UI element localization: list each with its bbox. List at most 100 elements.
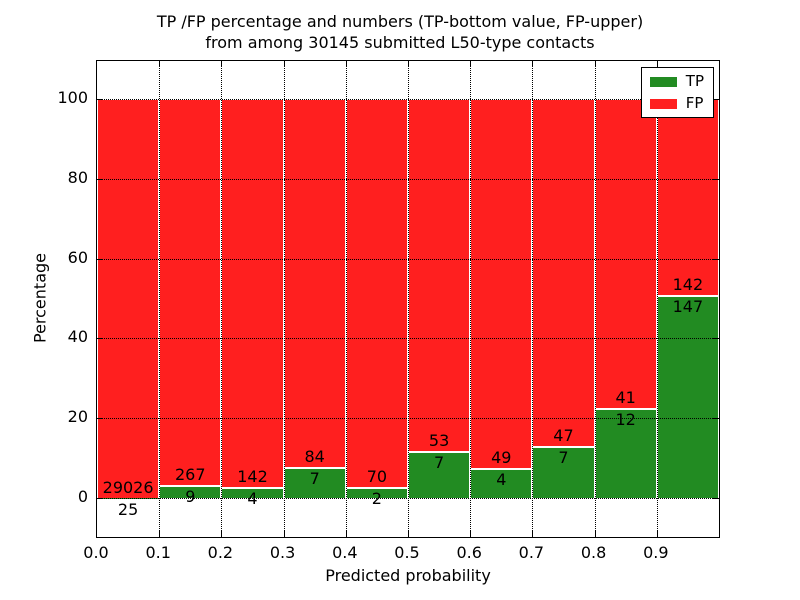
bar-label-fp: 70 — [366, 466, 388, 486]
bar-segment-fp — [408, 99, 471, 452]
bar-label-tp: 7 — [309, 469, 320, 489]
grid-line-horizontal — [97, 498, 719, 499]
grid-line-vertical — [470, 61, 472, 537]
plot-area: 29026 25 267 9 142 4 84 7 70 2 53 7 49 4 47 7 41 12 142 147… — [96, 60, 720, 538]
bars-layer — [97, 61, 719, 537]
bar-label-tp: 9 — [185, 486, 196, 506]
bar-segment-fp — [532, 99, 595, 447]
x-tick-mark-top — [656, 61, 658, 67]
x-tick-label: 0.8 — [580, 543, 607, 562]
x-tick-mark-bottom — [594, 531, 596, 537]
x-tick-label: 0.0 — [83, 543, 109, 562]
x-tick-mark-bottom — [470, 531, 472, 537]
x-tick-mark-bottom — [656, 531, 658, 537]
grid-line-vertical — [656, 61, 658, 537]
y-tick-mark-right — [713, 338, 719, 340]
y-tick-label: 20 — [67, 407, 88, 427]
bar-label-tp: 7 — [558, 448, 569, 468]
grid-line-horizontal — [97, 258, 719, 260]
grid-line-vertical — [283, 61, 285, 537]
x-tick-label: 0.4 — [332, 543, 358, 562]
bar-segment-tp — [470, 467, 533, 498]
x-axis-label: Predicted probability — [325, 566, 491, 585]
grid-line-vertical — [408, 61, 409, 537]
legend-swatch — [649, 76, 677, 87]
y-tick-label: 100 — [57, 88, 88, 107]
x-tick-mark-bottom — [408, 531, 409, 537]
bar-label-tp: 4 — [247, 489, 258, 509]
x-tick-mark-bottom — [159, 531, 161, 537]
bar-label-fp: 142 — [237, 467, 268, 487]
y-tick-mark-left — [97, 99, 103, 100]
x-tick-label: 0.2 — [207, 543, 234, 562]
bar-labels-layer: 29026 25 267 9 142 4 84 7 70 2 53 7 49 4 47 7 41 12 142 147 — [97, 61, 719, 537]
bar-segment-tp — [408, 451, 471, 498]
chart-title-line1: TP /FP percentage and numbers (TP-bottom… — [156, 12, 644, 31]
grid-line-vertical — [532, 61, 534, 537]
x-tick-label: 0.9 — [643, 543, 669, 562]
y-tick-label: 0 — [77, 487, 88, 506]
x-tick-mark-top — [408, 61, 409, 67]
x-tick-label: 0.1 — [145, 543, 171, 562]
bar-segment-fp — [97, 99, 160, 498]
y-tick-mark-left — [97, 418, 103, 420]
bar-segment-fp — [656, 99, 719, 296]
y-tick-mark-right — [713, 99, 719, 100]
y-tick-label: 60 — [67, 247, 88, 267]
legend-item: TP — [649, 74, 704, 89]
y-tick-mark-left — [97, 338, 103, 340]
bar-segment-fp — [470, 99, 533, 468]
bar-label-tp: 4 — [496, 469, 507, 489]
x-tick-label: 0.3 — [269, 543, 296, 562]
bar-segment-fp — [283, 99, 346, 468]
grid-line-vertical — [221, 61, 223, 537]
bar-label-tp: 12 — [615, 409, 636, 429]
y-tick-label: 40 — [67, 327, 88, 347]
grid-line-horizontal — [97, 99, 719, 100]
x-tick-mark-top — [594, 61, 596, 67]
x-tick-mark-top — [470, 61, 472, 67]
legend-item: FP — [649, 94, 704, 112]
bar-segment-tp — [283, 467, 346, 498]
x-tick-label: 0.7 — [518, 543, 545, 562]
y-tick-mark-right — [713, 418, 719, 420]
x-tick-mark-bottom — [345, 531, 347, 537]
y-tick-mark-right — [713, 178, 719, 180]
bar-label-fp: 49 — [491, 447, 512, 467]
bar-label-tp: 2 — [371, 488, 382, 508]
bar-segment-fp — [221, 99, 284, 488]
grid-layer — [97, 61, 719, 537]
y-tick-mark-right — [713, 498, 719, 499]
legend-swatch — [649, 98, 677, 109]
x-tick-mark-bottom — [221, 531, 223, 537]
x-tick-label: 0.5 — [394, 543, 420, 562]
legend-label: FP — [685, 94, 704, 112]
bar-label-tp: 147 — [672, 297, 704, 317]
y-tick-mark-left — [97, 258, 103, 260]
ticks-layer — [97, 61, 719, 537]
x-tick-mark-bottom — [283, 531, 285, 537]
bar-segment-tp — [532, 446, 595, 498]
bar-label-fp: 41 — [615, 387, 636, 407]
bar-label-tp: 25 — [117, 499, 139, 519]
grid-line-horizontal — [97, 418, 719, 420]
grid-line-horizontal — [97, 338, 719, 340]
bar-label-fp: 47 — [553, 426, 574, 446]
bar-label-fp: 267 — [175, 464, 206, 484]
grid-line-vertical — [159, 61, 161, 537]
y-tick-mark-left — [97, 178, 103, 180]
bar-segment-fp — [159, 99, 222, 485]
y-tick-label: 80 — [67, 167, 88, 187]
y-tick-mark-left — [97, 498, 103, 499]
grid-line-horizontal — [97, 178, 719, 180]
bar-label-fp: 29026 — [102, 477, 154, 497]
x-tick-mark-top — [532, 61, 534, 67]
legend: TP FP — [640, 67, 714, 118]
x-tick-mark-top — [159, 61, 161, 67]
chart-title: TP /FP percentage and numbers (TP-bottom… — [0, 11, 800, 53]
x-tick-mark-top — [283, 61, 285, 67]
grid-line-vertical — [345, 61, 347, 537]
bar-label-tp: 7 — [434, 453, 445, 473]
y-tick-mark-right — [713, 258, 719, 260]
bar-label-fp: 142 — [672, 275, 704, 295]
